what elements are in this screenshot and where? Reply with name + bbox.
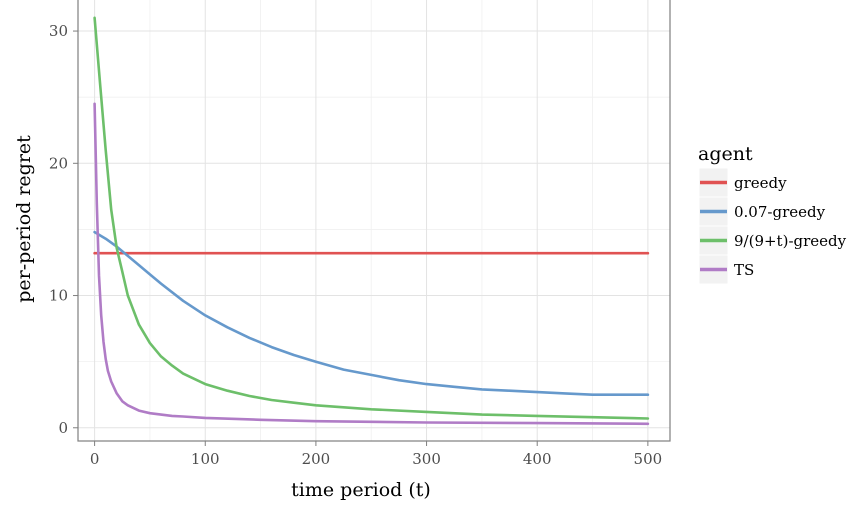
series-line-0-07-greedy (93, 230, 650, 397)
y-axis-ticks: 0 10 20 30 (49, 22, 78, 437)
legend-items: greedy 0.07-greedy 9/(9+t)-greedy TS (698, 167, 847, 285)
plot-panel-border (77, 0, 671, 442)
x-axis-title: time period (t) (291, 479, 431, 501)
y-axis-title: per-period regret (13, 135, 35, 303)
x-axis-ticks: 0 100 200 300 400 500 (90, 441, 662, 468)
plot-panel (77, 0, 671, 442)
series-lines (93, 16, 650, 426)
legend-label: greedy (734, 174, 787, 192)
legend-label: 9/(9+t)-greedy (734, 232, 847, 250)
y-tick-label: 20 (49, 154, 68, 172)
legend: agent greedy 0.07-greedy 9/(9+t)-greedy TS (698, 143, 847, 285)
x-tick-label: 100 (191, 450, 220, 468)
legend-label: TS (734, 261, 754, 279)
x-tick-label: 400 (523, 450, 552, 468)
legend-label: 0.07-greedy (734, 203, 826, 221)
x-tick-label: 0 (90, 450, 100, 468)
y-tick-label: 0 (58, 419, 68, 437)
series-line-ts (93, 102, 650, 426)
y-tick-label: 30 (49, 22, 68, 40)
x-tick-label: 200 (302, 450, 331, 468)
legend-title: agent (698, 143, 753, 165)
x-tick-label: 300 (412, 450, 441, 468)
minor-gridlines (78, 0, 670, 441)
x-tick-label: 500 (634, 450, 663, 468)
y-tick-label: 10 (49, 287, 68, 305)
series-line-9-9-t-greedy (93, 16, 650, 420)
